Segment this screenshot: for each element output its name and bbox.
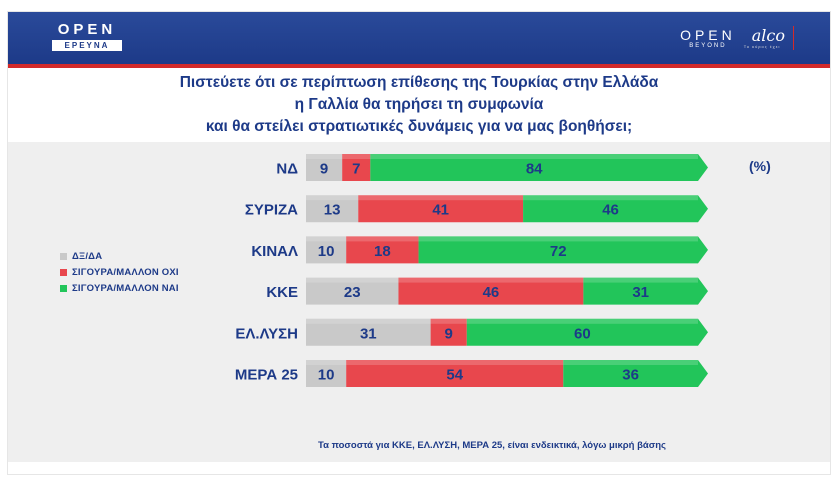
legend-swatch-red [60, 268, 67, 276]
poll-slide: OPEN ΕΡΕΥΝΑ OPEN BEYOND alco Το κύρος έχ… [8, 12, 830, 474]
data-label: 23 [344, 284, 361, 301]
category-label: ΚΚΕ [266, 284, 298, 301]
bar-segment-highlight [430, 318, 467, 324]
legend-item-yes: ΣΙΓΟΥΡΑ/ΜΑΛΛΟΝ ΝΑΙ [60, 280, 179, 296]
bar-segment-highlight [523, 195, 698, 201]
bar-row: ΝΔ 9 7 84 [276, 154, 708, 181]
header-accent-line [8, 64, 830, 68]
bar-segment [418, 236, 708, 264]
legend-swatch-gray [60, 252, 67, 260]
bar-segment [306, 277, 399, 305]
bar-segment-highlight [358, 195, 524, 201]
header-bar: OPEN ΕΡΕΥΝΑ OPEN BEYOND alco Το κύρος έχ… [8, 12, 830, 64]
alco-logo-text: alco [751, 25, 785, 45]
open-erevna-logo: OPEN ΕΡΕΥΝΑ [52, 21, 122, 51]
bar-segment-highlight [306, 277, 399, 283]
data-label: 10 [318, 243, 335, 260]
chart-title-line-2: η Γαλλία θα τηρήσει τη συμφωνία [294, 96, 544, 113]
data-label: 31 [360, 325, 377, 342]
legend-label: ΔΞ/ΔΑ [72, 250, 103, 262]
beyond-logo-text: BEYOND [689, 43, 727, 49]
data-label: 72 [550, 243, 567, 260]
data-label: 41 [432, 202, 449, 219]
bar-segment-highlight [370, 154, 698, 159]
legend: ΔΞ/ΔΑ ΣΙΓΟΥΡΑ/ΜΑΛΛΟΝ ΟΧΙ ΣΙΓΟΥΡΑ/ΜΑΛΛΟΝ … [60, 248, 179, 296]
bar-row: ΚΚΕ 23 46 31 [266, 277, 708, 305]
bar-segment-highlight [583, 277, 698, 283]
legend-item-no: ΣΙΓΟΥΡΑ/ΜΑΛΛΟΝ ΟΧΙ [60, 264, 179, 280]
bar-row: ΜΕΡΑ 25 10 54 36 [235, 360, 708, 387]
category-label: ΜΕΡΑ 25 [235, 367, 298, 384]
bar-segment [430, 318, 467, 346]
open-beyond-alco-logo: OPEN BEYOND alco Το κύρος έχει [680, 26, 794, 50]
alco-tagline: Το κύρος έχει [743, 43, 781, 49]
logo-divider [793, 26, 794, 50]
open-logo-text: OPEN [57, 21, 117, 38]
data-label: 18 [374, 243, 391, 260]
bar-row: ΕΛ.ΛΥΣΗ 31 9 60 [235, 318, 708, 346]
data-label: 46 [483, 284, 500, 301]
bar-segment-highlight [398, 277, 584, 283]
data-label: 7 [352, 161, 360, 178]
bar-segment [306, 154, 343, 181]
bar-segment-highlight [418, 236, 698, 242]
data-label: 54 [446, 367, 463, 384]
chart-title-line-1: Πιστεύετε ότι σε περίπτωση επίθεσης της … [179, 74, 659, 91]
bar-segment [583, 277, 708, 305]
legend-label: ΣΙΓΟΥΡΑ/ΜΑΛΛΟΝ ΝΑΙ [72, 282, 179, 294]
bar-segment-highlight [306, 318, 431, 324]
data-label: 36 [622, 367, 639, 384]
bar-segment-highlight [306, 195, 359, 201]
bar-segment-highlight [306, 360, 347, 365]
bar-segment [523, 195, 708, 223]
bar-segment-highlight [563, 360, 698, 365]
data-label: 46 [602, 202, 619, 219]
open-beyond-logo-text: OPEN [680, 27, 736, 43]
data-label: 60 [574, 325, 591, 342]
category-label: ΣΥΡΙΖΑ [245, 202, 298, 219]
bar-segment [346, 236, 419, 264]
legend-label: ΣΙΓΟΥΡΑ/ΜΑΛΛΟΝ ΟΧΙ [72, 266, 179, 278]
bar-segment [398, 277, 584, 305]
bar-segment [306, 318, 431, 346]
bar-segment [346, 360, 564, 387]
data-label: 9 [445, 325, 453, 342]
bar-segment-highlight [346, 360, 564, 365]
bar-row: ΚΙΝΑΛ 10 18 72 [251, 236, 708, 264]
bar-segment-highlight [306, 236, 347, 242]
category-label: ΝΔ [276, 161, 298, 178]
chart-title: Πιστεύετε ότι σε περίπτωση επίθεσης της … [8, 72, 830, 138]
category-label: ΚΙΝΑΛ [251, 243, 298, 260]
data-label: 9 [320, 161, 328, 178]
legend-swatch-green [60, 284, 67, 292]
bar-segment [306, 236, 347, 264]
data-label: 84 [526, 161, 543, 178]
bar-segment [306, 195, 359, 223]
bar-row: ΣΥΡΙΖΑ 13 41 46 [245, 195, 708, 223]
bar-segment [466, 318, 708, 346]
footnote: Τα ποσοστά για ΚΚΕ, ΕΛ.ΛΥΣΗ, ΜΕΡΑ 25, εί… [318, 440, 666, 451]
chart-title-line-3: και θα στείλει στρατιωτικές δυνάμεις για… [205, 118, 633, 135]
bar-segment [563, 360, 708, 387]
bar-segment [306, 360, 347, 387]
data-label: 10 [318, 367, 335, 384]
erevna-logo-text: ΕΡΕΥΝΑ [52, 40, 122, 51]
bar-segment-highlight [466, 318, 698, 324]
bar-segment [358, 195, 524, 223]
bar-segment-highlight [342, 154, 371, 159]
category-label: ΕΛ.ΛΥΣΗ [235, 325, 298, 342]
data-label: 13 [324, 202, 341, 219]
legend-item-dk-na: ΔΞ/ΔΑ [60, 248, 179, 264]
unit-label: (%) [749, 158, 771, 174]
data-label: 31 [632, 284, 649, 301]
bar-segment-highlight [306, 154, 343, 159]
bar-segment-highlight [346, 236, 419, 242]
bar-segment [342, 154, 371, 181]
bar-segment [370, 154, 708, 181]
